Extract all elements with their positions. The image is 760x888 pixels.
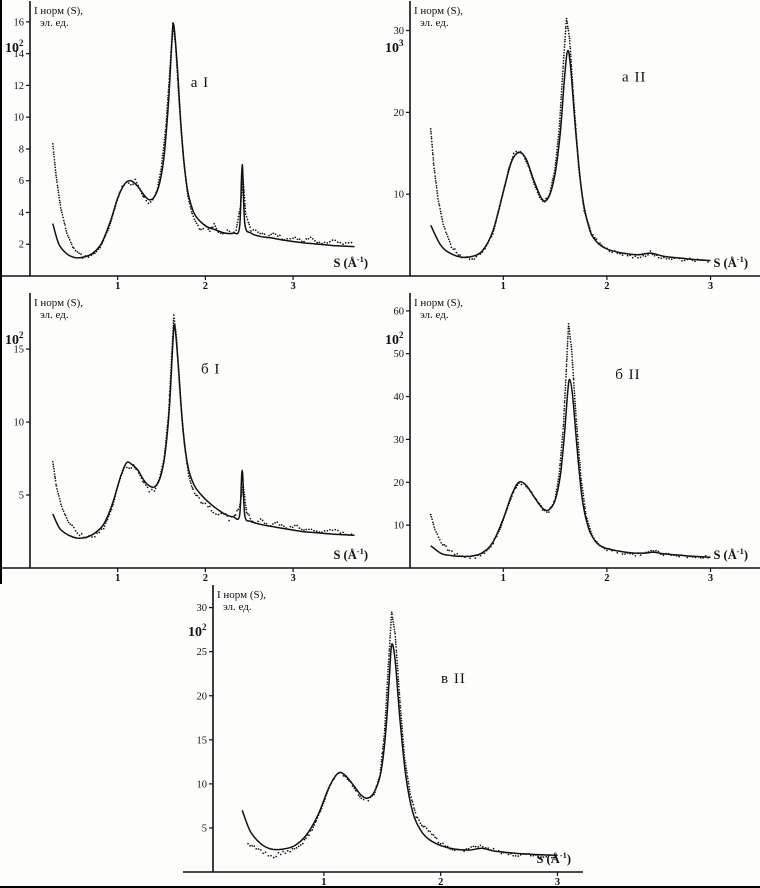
y-tick-label: 15 <box>14 345 25 356</box>
x-tick-label: 2 <box>604 573 609 584</box>
curve-model <box>52 22 355 259</box>
y-tick-label: 10 <box>394 190 405 201</box>
chart-aII: 10 20 30 1 2 3 I норм (S),эл. ед. 103 S (Å-1) а I… <box>380 1 760 292</box>
y-tick-label: 12 <box>14 81 25 92</box>
x-tick-label: 1 <box>321 877 326 888</box>
panel-label: в II <box>441 671 466 687</box>
x-tick-label: 3 <box>290 573 295 584</box>
x-tick-label: 1 <box>115 281 120 292</box>
y-scale-factor: 102 <box>385 330 404 348</box>
y-axis-title-line1: I норм (S), <box>217 589 266 601</box>
y-tick-label: 25 <box>197 647 208 658</box>
x-axis-label: S (Å-1) <box>536 850 571 866</box>
y-tick-label: 20 <box>197 691 208 702</box>
y-scale-factor: 102 <box>188 622 207 640</box>
y-tick-label: 16 <box>14 17 25 28</box>
y-axis-title-line2: эл. ед. <box>420 309 449 321</box>
x-axis-label: S (Å-1) <box>713 546 748 562</box>
y-axis-title-line1: I норм (S), <box>414 297 463 309</box>
y-axis-title-line2: эл. ед. <box>223 601 252 613</box>
panel-label: б II <box>615 367 640 383</box>
panel-bII: 10 20 30 40 50 60 1 2 3 I норм (S), эл. ед. 102 S (Å… <box>380 292 760 584</box>
x-tick-label: 2 <box>604 281 609 292</box>
x-tick-label: 3 <box>555 877 560 888</box>
x-tick-label: 1 <box>501 573 506 584</box>
x-tick-label: 1 <box>115 573 120 584</box>
y-tick-label: 20 <box>394 108 405 119</box>
y-tick-label: 15 <box>197 735 208 746</box>
y-tick-label: 40 <box>394 392 405 403</box>
y-tick-label: 5 <box>19 491 24 502</box>
curve-model <box>430 378 711 559</box>
figure-row-1: 2 4 6 8 10 12 14 16 1 2 3 I норм (S), эл. ед. 102 S (Å… <box>0 0 760 292</box>
y-tick-label: 2 <box>19 240 24 251</box>
x-tick-label: 1 <box>501 281 506 292</box>
panel-label: а I <box>191 75 209 91</box>
chart-bII: 10 20 30 40 50 60 1 2 3 I норм (S),эл. ед. 102 S (Å… <box>380 293 760 584</box>
x-axis-label: S (Å-1) <box>333 546 368 562</box>
figure-bottom-border <box>0 886 760 888</box>
y-scale-factor: 103 <box>385 38 404 56</box>
curve-experimental <box>51 314 353 539</box>
panel-aII: 10 20 30 1 2 3 I норм (S), эл. ед. 103 S (Å-1) а I… <box>380 0 760 292</box>
x-axis-label: S (Å-1) <box>333 254 368 270</box>
curve-experimental <box>429 322 709 560</box>
y-scale-factor: 102 <box>5 330 24 348</box>
curve-model <box>430 49 711 262</box>
panel-vII: 5 10 15 20 25 30 1 2 3 I норм (S), эл. ед. 102 S (Å-… <box>183 584 583 888</box>
y-tick-label: 10 <box>14 113 25 124</box>
chart-bI: 5 10 15 1 2 3 I норм (S),эл. ед. 102 S (Å-1) б I <box>0 293 380 584</box>
y-tick-label: 30 <box>394 26 405 37</box>
curve-model <box>52 324 355 539</box>
y-axis-title-line2: эл. ед. <box>40 309 69 321</box>
x-tick-label: 3 <box>290 281 295 292</box>
x-tick-label: 3 <box>708 281 713 292</box>
y-axis-title-line2: эл. ед. <box>420 17 449 29</box>
panel-bI: 5 10 15 1 2 3 I норм (S), эл. ед. 102 S (Å-1) б I <box>0 292 380 584</box>
y-tick-label: 8 <box>19 144 24 155</box>
y-axis-title-line1: I норм (S), <box>34 297 83 309</box>
x-tick-label: 2 <box>203 573 208 584</box>
y-tick-label: 10 <box>394 521 405 532</box>
y-tick-label: 4 <box>19 208 25 219</box>
y-tick-label: 10 <box>14 418 25 429</box>
x-tick-label: 2 <box>203 281 208 292</box>
chart-vII: 5 10 15 20 25 30 1 2 3 I норм (S),эл. ед. 102 S (Å-… <box>183 585 583 888</box>
y-scale-factor: 102 <box>5 38 24 56</box>
y-tick-label: 20 <box>394 478 405 489</box>
figure-row-3: 5 10 15 20 25 30 1 2 3 I норм (S), эл. ед. 102 S (Å-… <box>0 584 760 888</box>
x-axis-label: S (Å-1) <box>713 254 748 270</box>
figure-left-border <box>0 0 2 584</box>
y-tick-label: 30 <box>394 435 405 446</box>
x-tick-label: 3 <box>708 573 713 584</box>
y-tick-label: 50 <box>394 349 405 360</box>
y-tick-label: 10 <box>197 779 208 790</box>
panel-label: а II <box>622 70 646 86</box>
y-axis-title-line2: эл. ед. <box>40 17 69 29</box>
y-tick-label: 14 <box>14 49 25 60</box>
y-tick-label: 6 <box>19 176 24 187</box>
y-axis-title-line1: I норм (S), <box>414 5 463 17</box>
figure-row-2: 5 10 15 1 2 3 I норм (S), эл. ед. 102 S (Å-1) б I … <box>0 292 760 584</box>
panel-aI: 2 4 6 8 10 12 14 16 1 2 3 I норм (S), эл. ед. 102 S (Å… <box>0 0 380 292</box>
y-tick-label: 5 <box>202 823 207 834</box>
x-tick-label: 2 <box>438 877 443 888</box>
y-tick-label: 60 <box>394 306 405 317</box>
curve-model <box>241 643 558 857</box>
panel-label: б I <box>201 362 220 378</box>
y-axis-title-line1: I норм (S), <box>34 5 83 17</box>
y-tick-label: 30 <box>197 603 208 614</box>
